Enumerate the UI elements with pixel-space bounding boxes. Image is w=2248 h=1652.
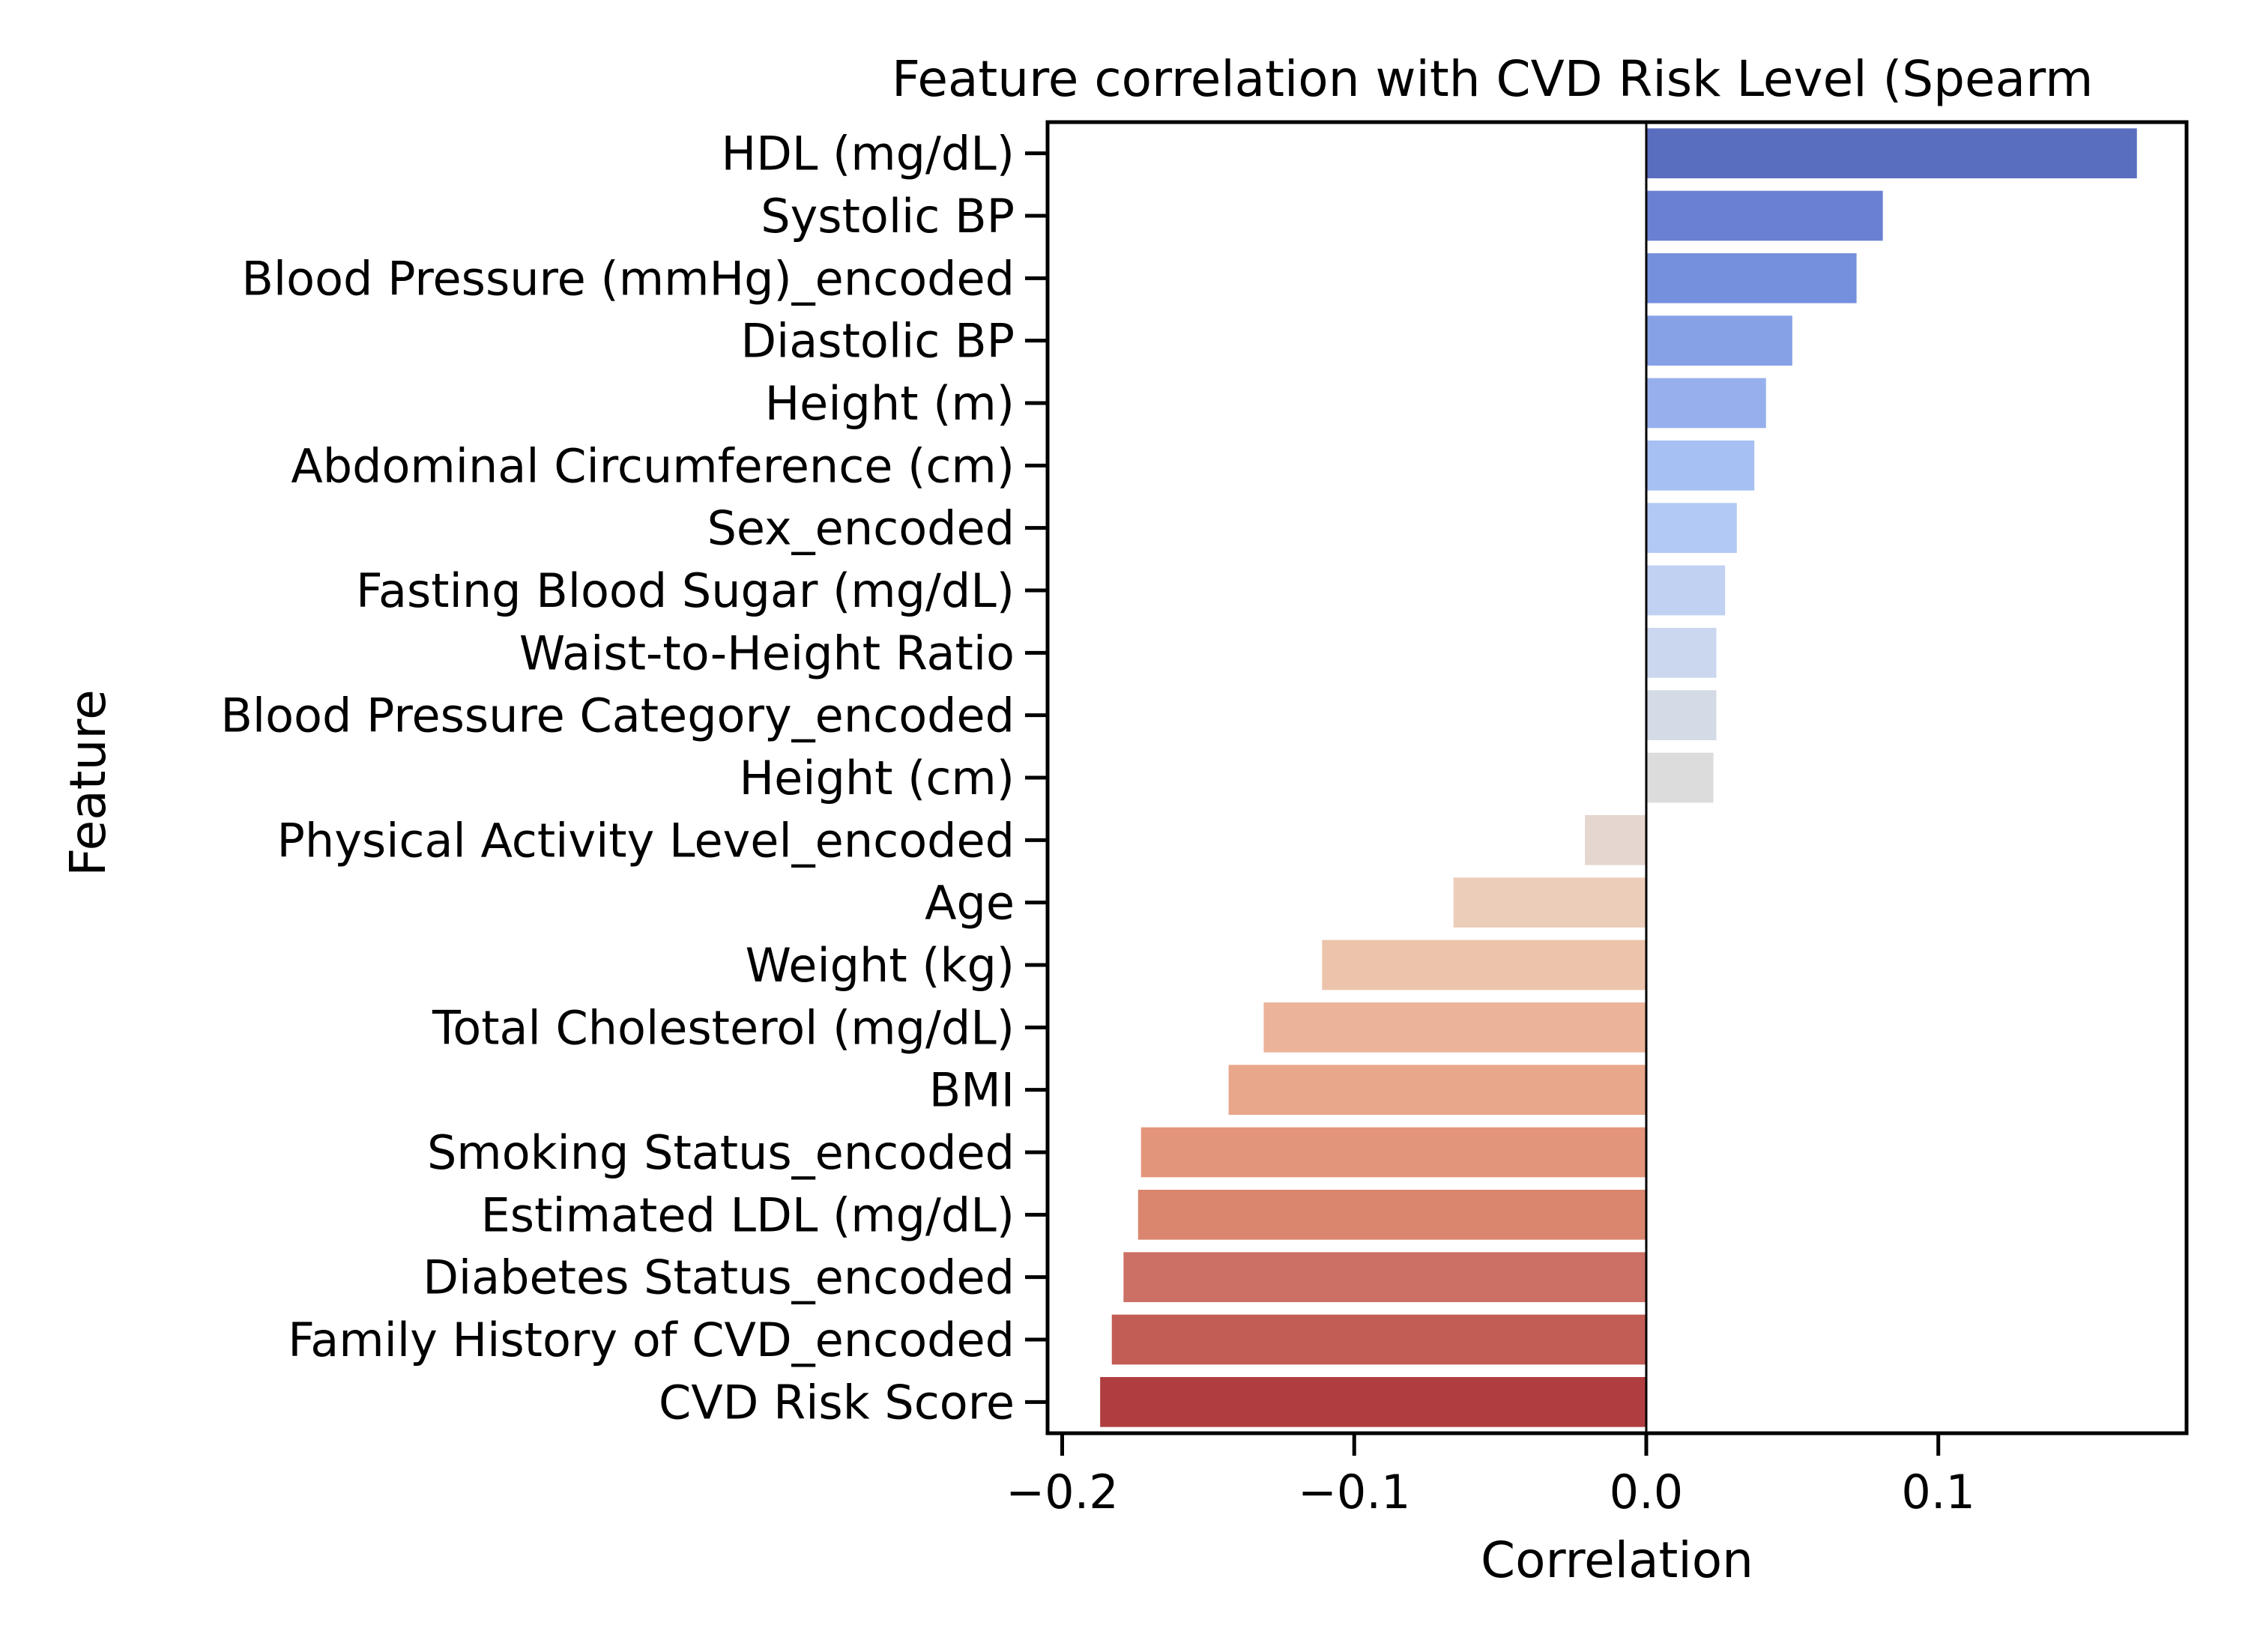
bar — [1646, 503, 1737, 553]
y-tick-label: Age — [925, 876, 1015, 931]
bar — [1585, 815, 1646, 865]
bars-group — [1100, 128, 2137, 1427]
y-tick-label: Height (m) — [765, 376, 1015, 431]
y-tick-label: Fasting Blood Sugar (mg/dL) — [356, 563, 1015, 618]
bar — [1646, 628, 1717, 678]
bar — [1646, 690, 1717, 740]
y-tick-label: Estimated LDL (mg/dL) — [481, 1187, 1015, 1242]
bar — [1646, 565, 1726, 616]
y-tick-label: Diabetes Status_encoded — [423, 1250, 1015, 1305]
bar — [1646, 190, 1883, 241]
y-tick-label: Weight (kg) — [746, 938, 1015, 993]
y-tick-label: HDL (mg/dL) — [721, 127, 1015, 181]
y-tick-label: CVD Risk Score — [659, 1375, 1015, 1429]
bar — [1111, 1314, 1646, 1365]
y-tick-label: Total Cholesterol (mg/dL) — [432, 1000, 1015, 1055]
y-tick-label: Waist-to-Height Ratio — [519, 626, 1015, 680]
bar — [1646, 441, 1755, 491]
bar — [1646, 253, 1857, 303]
y-tick-label: Sex_encoded — [707, 501, 1015, 556]
x-axis-label: Correlation — [1481, 1531, 1753, 1589]
y-tick-label: BMI — [929, 1063, 1015, 1118]
y-tick-label: Physical Activity Level_encoded — [277, 813, 1015, 868]
x-axis: −0.2 −0.1 0.0 0.1 — [1006, 1433, 1975, 1519]
x-tick-label: 0.1 — [1901, 1465, 1975, 1519]
x-tick-label: 0.0 — [1610, 1465, 1684, 1519]
y-tick-label: Height (cm) — [739, 751, 1015, 805]
y-tick-label: Blood Pressure Category_encoded — [220, 689, 1015, 743]
y-tick-label: Abdominal Circumference (cm) — [291, 438, 1015, 493]
bar — [1646, 315, 1792, 366]
bar — [1646, 128, 2137, 178]
bar — [1322, 940, 1646, 990]
x-tick-label: −0.2 — [1006, 1465, 1119, 1519]
bar — [1228, 1065, 1646, 1115]
bar — [1453, 877, 1646, 928]
y-tick-label: Smoking Status_encoded — [427, 1125, 1015, 1180]
bar — [1646, 378, 1766, 429]
bar — [1137, 1190, 1646, 1240]
bar — [1140, 1127, 1646, 1178]
bar — [1263, 1002, 1646, 1053]
bar — [1100, 1377, 1646, 1427]
y-tick-label: Blood Pressure (mmHg)_encoded — [241, 251, 1015, 306]
x-tick-label: −0.1 — [1298, 1465, 1411, 1519]
y-tick-label: Systolic BP — [761, 189, 1015, 243]
bar — [1123, 1252, 1646, 1302]
y-tick-label: Family History of CVD_encoded — [288, 1313, 1015, 1367]
chart-title: Feature correlation with CVD Risk Level … — [892, 50, 2093, 108]
y-axis-label: Feature — [59, 689, 117, 876]
bar — [1646, 752, 1714, 803]
y-tick-label: Diastolic BP — [740, 314, 1015, 369]
y-axis: HDL (mg/dL) Systolic BP Blood Pressure (mm… — [220, 127, 1048, 1429]
